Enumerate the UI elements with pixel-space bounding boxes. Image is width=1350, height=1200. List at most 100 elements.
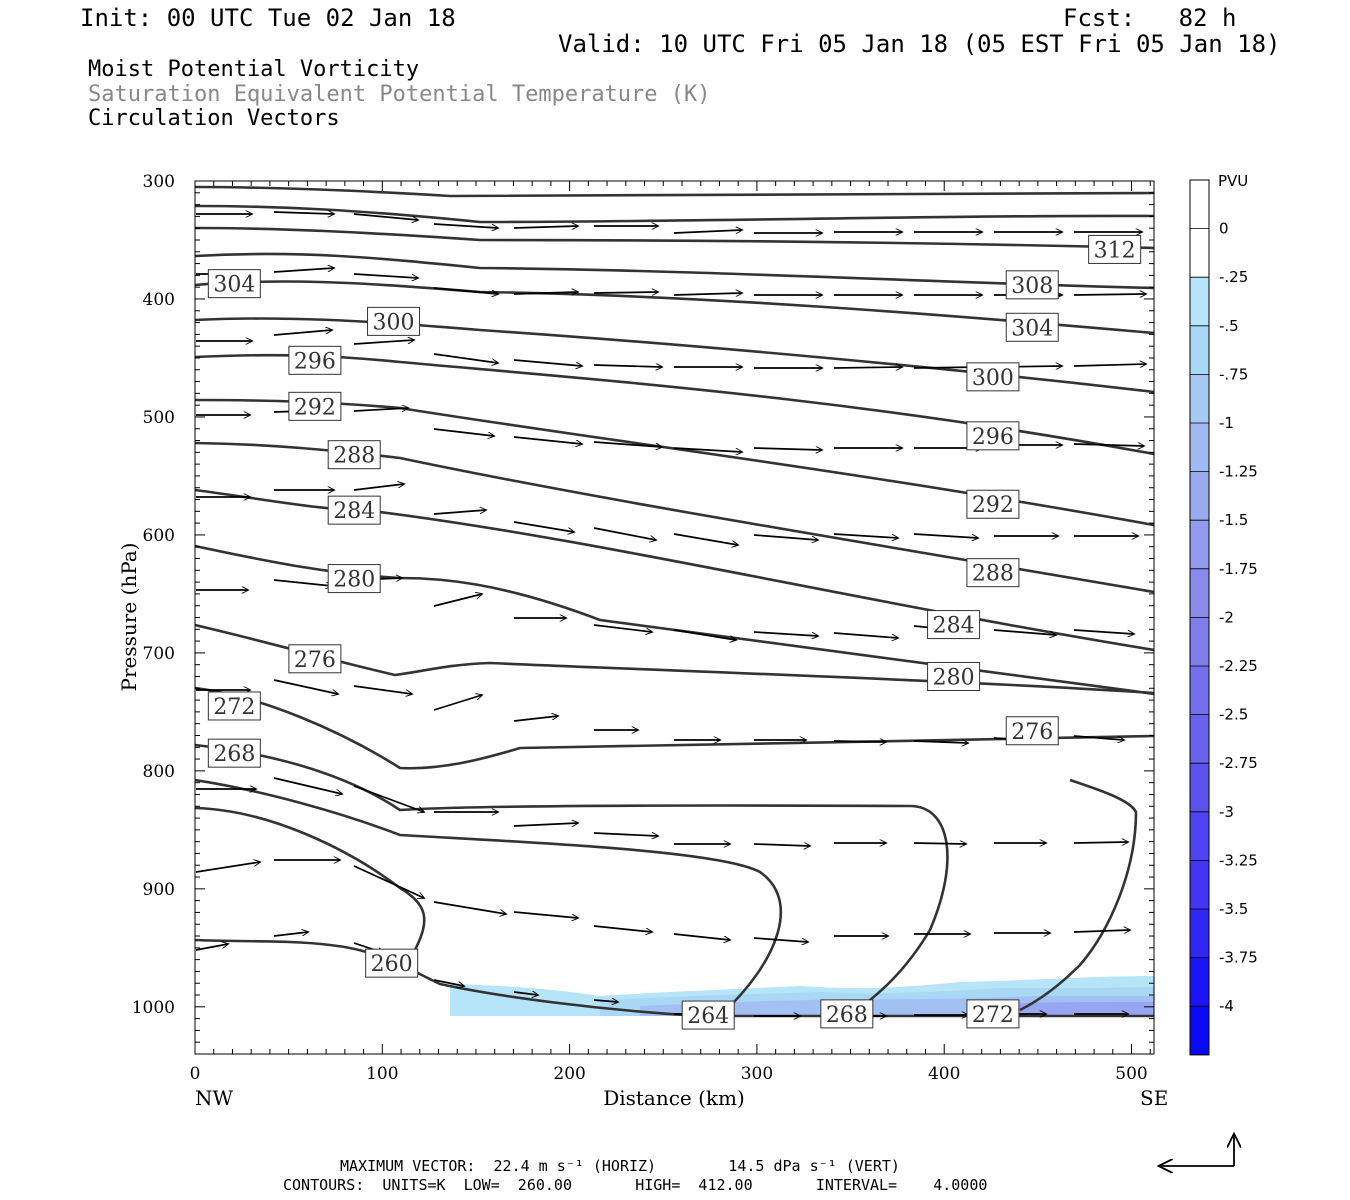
field-title-pv: Moist Potential Vorticity: [88, 57, 420, 82]
colorbar-label: -.25: [1219, 268, 1248, 286]
y-tick-label: 300: [143, 172, 175, 192]
contour-labels: 312 308 304 304 300 300 296 296 292 292 288 288 284 2…: [207, 234, 1142, 1030]
contour-label-box: [1005, 312, 1059, 342]
contour-label-box: [207, 738, 261, 768]
colorbar-label: -1.25: [1219, 463, 1258, 481]
contour-label-box: [966, 558, 1020, 588]
colorbar-swatch: [1190, 811, 1209, 861]
plot-frame: [194, 180, 1155, 1055]
max-vector-note: MAXIMUM VECTOR: 22.4 m s⁻¹ (HORIZ) 14.5 …: [340, 1157, 900, 1175]
contour-label-box: [367, 306, 421, 336]
colorbar-label: 0: [1219, 220, 1229, 238]
contour-label: 300: [373, 310, 415, 335]
colorbar-label: -2: [1219, 608, 1234, 626]
colorbar-swatch: [1190, 325, 1209, 375]
contour-label-box: [966, 999, 1020, 1029]
x-axis-title: Distance (km): [603, 1086, 745, 1110]
colorbar-label: -2.75: [1219, 754, 1258, 772]
contour-label-box: [681, 1000, 735, 1030]
x-tick-label: 100: [366, 1064, 398, 1084]
colorbar-label: -1: [1219, 414, 1234, 432]
colorbar-swatch: [1190, 1006, 1209, 1056]
contour-label: 304: [213, 273, 255, 298]
contour-label: 296: [294, 349, 336, 374]
y-tick-label: 500: [143, 408, 175, 428]
colorbar-label: -2.25: [1219, 657, 1258, 675]
field-title-thetaes: Saturation Equivalent Potential Temperat…: [88, 82, 711, 107]
y-tick-label: 400: [143, 290, 175, 310]
contour-label-box: [327, 440, 381, 470]
colorbar-label: -3.75: [1219, 949, 1258, 967]
colorbar-label: -1.75: [1219, 560, 1258, 578]
contour-label: 308: [1011, 274, 1053, 299]
contour-label-box: [1088, 234, 1142, 264]
forecast-hour: Fcst: 82 h: [1063, 4, 1237, 32]
y-tick-label: 600: [143, 526, 175, 546]
contour-label-box: [207, 269, 261, 299]
contour-label: 272: [972, 1003, 1014, 1028]
x-tick-label: 0: [190, 1064, 201, 1084]
colorbar-label: -3: [1219, 803, 1234, 821]
y-axis: 300 400 500 600 700 800 900 1000: [132, 172, 1154, 1055]
reference-vector-icon: [1160, 1135, 1234, 1166]
contour-label: 284: [933, 614, 975, 639]
colorbar-label: -.5: [1219, 317, 1239, 335]
contour-label: 284: [333, 499, 375, 524]
colorbar-swatch: [1190, 763, 1209, 813]
theta-es-contours: [195, 185, 1154, 1018]
contour-label-box: [288, 345, 342, 375]
contour-label: 292: [294, 395, 336, 420]
x-axis: 0 100 200 300 400 500: [190, 181, 1151, 1084]
contour-label-box: [966, 362, 1020, 392]
y-axis-title: Pressure (hPa): [117, 543, 141, 692]
contour-label: 276: [294, 648, 336, 673]
y-tick-label: 900: [143, 880, 175, 900]
circulation-vectors: [195, 212, 1146, 1016]
contour-label: 292: [972, 493, 1014, 518]
contour-label-box: [327, 564, 381, 594]
y-tick-label: 700: [143, 644, 175, 664]
contour-label: 296: [972, 425, 1014, 450]
contour-label: 260: [371, 952, 413, 977]
contour-info: CONTOURS: UNITS=K LOW= 260.00 HIGH= 412.…: [283, 1176, 988, 1194]
colorbar-swatch: [1190, 860, 1209, 910]
colorbar-label: -.75: [1219, 365, 1248, 383]
contour-label-box: [966, 421, 1020, 451]
colorbar-swatch: [1190, 228, 1209, 278]
valid-time: Valid: 10 UTC Fri 05 Jan 18 (05 EST Fri …: [558, 30, 1281, 58]
colorbar-swatch: [1190, 471, 1209, 521]
colorbar-label: -3.25: [1219, 851, 1258, 869]
contour-label-box: [327, 495, 381, 525]
x-tick-label: 200: [553, 1064, 585, 1084]
contour-label: 268: [826, 1003, 868, 1028]
init-time: Init: 00 UTC Tue 02 Jan 18: [80, 4, 456, 32]
colorbar-swatch: [1190, 617, 1209, 667]
contour-label: 272: [213, 695, 255, 720]
colorbar-swatch: [1190, 423, 1209, 473]
pv-colorbar: 0 -.25 -.5 -.75 -1 -1.25 -1.5 -1.75 -2 -2.25 -2.5 -…: [1189, 179, 1258, 1056]
nw-label: NW: [195, 1086, 234, 1110]
colorbar-swatch: [1190, 666, 1209, 716]
x-tick-label: 500: [1115, 1064, 1147, 1084]
se-label: SE: [1140, 1086, 1168, 1110]
colorbar-swatch: [1190, 520, 1209, 570]
contour-label: 276: [1011, 720, 1053, 745]
contour-label-box: [927, 661, 981, 691]
colorbar-label: -4: [1219, 997, 1234, 1015]
x-tick-label: 300: [741, 1064, 773, 1084]
colorbar-swatch: [1190, 374, 1209, 424]
y-tick-label: 1000: [132, 998, 175, 1018]
contour-label-box: [927, 610, 981, 640]
colorbar-swatch: [1190, 909, 1209, 959]
contour-label: 304: [1011, 316, 1053, 341]
contour-label-box: [1005, 716, 1059, 746]
colorbar-swatch: [1190, 277, 1209, 327]
contour-label-box: [966, 489, 1020, 519]
colorbar-label: -1.5: [1219, 511, 1248, 529]
contour-label-box: [365, 948, 419, 978]
x-tick-label: 400: [928, 1064, 960, 1084]
contour-label-box: [288, 644, 342, 674]
colorbar-swatch: [1190, 180, 1209, 230]
contour-label: 280: [933, 665, 975, 690]
